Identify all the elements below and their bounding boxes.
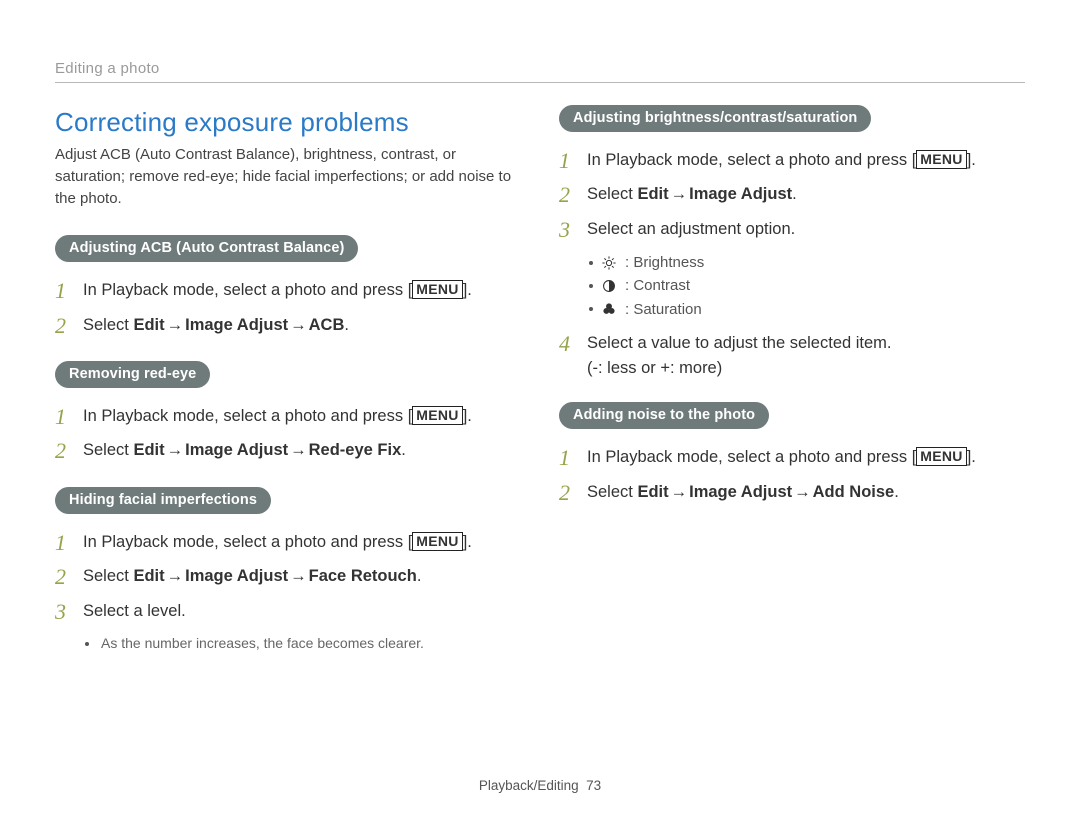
bullet-dot-icon (85, 642, 89, 646)
sub-bullets: As the number increases, the face become… (85, 633, 521, 655)
step-text: Select Edit→Image Adjust. (587, 182, 797, 207)
contrast-icon (601, 279, 617, 293)
right-column: Adjusting brightness/contrast/saturation… (559, 101, 1025, 673)
option-contrast: : Contrast (589, 274, 1025, 297)
steps-adjust: 1 In Playback mode, select a photo and p… (559, 148, 1025, 380)
step-number: 1 (559, 148, 577, 174)
note-text: As the number increases, the face become… (101, 633, 424, 655)
adjust-options: : Brightness : Contrast (589, 251, 1025, 321)
step-number: 3 (55, 599, 73, 625)
menu-box: MENU (916, 447, 966, 466)
step-text: Select an adjustment option. (587, 217, 795, 242)
step: 2 Select Edit→Image Adjust→Face Retouch. (55, 564, 521, 590)
step: 2 Select Edit→Image Adjust. (559, 182, 1025, 208)
step-text: In Playback mode, select a photo and pre… (587, 148, 976, 173)
step-text: Select Edit→Image Adjust→ACB. (83, 313, 349, 338)
page-footer: Playback/Editing 73 (0, 778, 1080, 793)
divider (55, 82, 1025, 83)
step: 1 In Playback mode, select a photo and p… (55, 530, 521, 556)
footer-label: Playback/Editing (479, 778, 579, 793)
step-text: Select a level. (83, 599, 186, 624)
menu-box: MENU (412, 280, 462, 299)
step-number: 1 (55, 530, 73, 556)
pill-adding-noise: Adding noise to the photo (559, 402, 769, 429)
pill-adjusting-acb: Adjusting ACB (Auto Contrast Balance) (55, 235, 358, 262)
step: 4 Select a value to adjust the selected … (559, 331, 1025, 381)
step: 3 Select an adjustment option. (559, 217, 1025, 243)
intro-text: Adjust ACB (Auto Contrast Balance), brig… (55, 144, 521, 209)
section-title: Correcting exposure problems (55, 107, 521, 138)
step-number: 3 (559, 217, 577, 243)
page: Editing a photo Correcting exposure prob… (0, 0, 1080, 815)
pill-hiding-facial-imperfections: Hiding facial imperfections (55, 487, 271, 514)
step: 1 In Playback mode, select a photo and p… (559, 148, 1025, 174)
step-text: Select a value to adjust the selected it… (587, 331, 892, 381)
option-label: : Saturation (625, 298, 702, 321)
menu-box: MENU (412, 406, 462, 425)
option-label: : Contrast (625, 274, 690, 297)
step-number: 2 (559, 182, 577, 208)
step-text: In Playback mode, select a photo and pre… (83, 278, 472, 303)
note-bullet: As the number increases, the face become… (85, 633, 521, 655)
two-column-layout: Correcting exposure problems Adjust ACB … (55, 101, 1025, 673)
steps-redeye: 1 In Playback mode, select a photo and p… (55, 404, 521, 465)
breadcrumb: Editing a photo (55, 60, 1025, 82)
option-brightness: : Brightness (589, 251, 1025, 274)
step: 1 In Playback mode, select a photo and p… (55, 404, 521, 430)
step: 2 Select Edit→Image Adjust→Add Noise. (559, 480, 1025, 506)
step-text: Select Edit→Image Adjust→Red-eye Fix. (83, 438, 406, 463)
step-number: 1 (559, 445, 577, 471)
bullet-dot-icon (589, 284, 593, 288)
option-saturation: : Saturation (589, 298, 1025, 321)
step-text: Select Edit→Image Adjust→Add Noise. (587, 480, 899, 505)
step-number: 2 (55, 438, 73, 464)
step: 2 Select Edit→Image Adjust→Red-eye Fix. (55, 438, 521, 464)
menu-box: MENU (916, 150, 966, 169)
left-column: Correcting exposure problems Adjust ACB … (55, 101, 521, 673)
step-number: 1 (55, 278, 73, 304)
step-number: 2 (55, 564, 73, 590)
step-text: In Playback mode, select a photo and pre… (83, 404, 472, 429)
step: 2 Select Edit→Image Adjust→ACB. (55, 313, 521, 339)
bullet-dot-icon (589, 261, 593, 265)
bullet-dot-icon (589, 307, 593, 311)
step-number: 2 (55, 313, 73, 339)
step-text: In Playback mode, select a photo and pre… (587, 445, 976, 470)
pill-removing-red-eye: Removing red-eye (55, 361, 210, 388)
footer-page-number: 73 (586, 778, 601, 793)
brightness-icon (601, 256, 617, 270)
step: 1 In Playback mode, select a photo and p… (559, 445, 1025, 471)
step-text: In Playback mode, select a photo and pre… (83, 530, 472, 555)
step-number: 2 (559, 480, 577, 506)
pill-adjusting-bcs: Adjusting brightness/contrast/saturation (559, 105, 871, 132)
saturation-icon (601, 302, 617, 316)
step-text: Select Edit→Image Adjust→Face Retouch. (83, 564, 421, 589)
step-number: 4 (559, 331, 577, 357)
step: 1 In Playback mode, select a photo and p… (55, 278, 521, 304)
step-number: 1 (55, 404, 73, 430)
option-label: : Brightness (625, 251, 704, 274)
steps-face: 1 In Playback mode, select a photo and p… (55, 530, 521, 655)
menu-box: MENU (412, 532, 462, 551)
steps-noise: 1 In Playback mode, select a photo and p… (559, 445, 1025, 506)
steps-acb: 1 In Playback mode, select a photo and p… (55, 278, 521, 339)
step: 3 Select a level. (55, 599, 521, 625)
